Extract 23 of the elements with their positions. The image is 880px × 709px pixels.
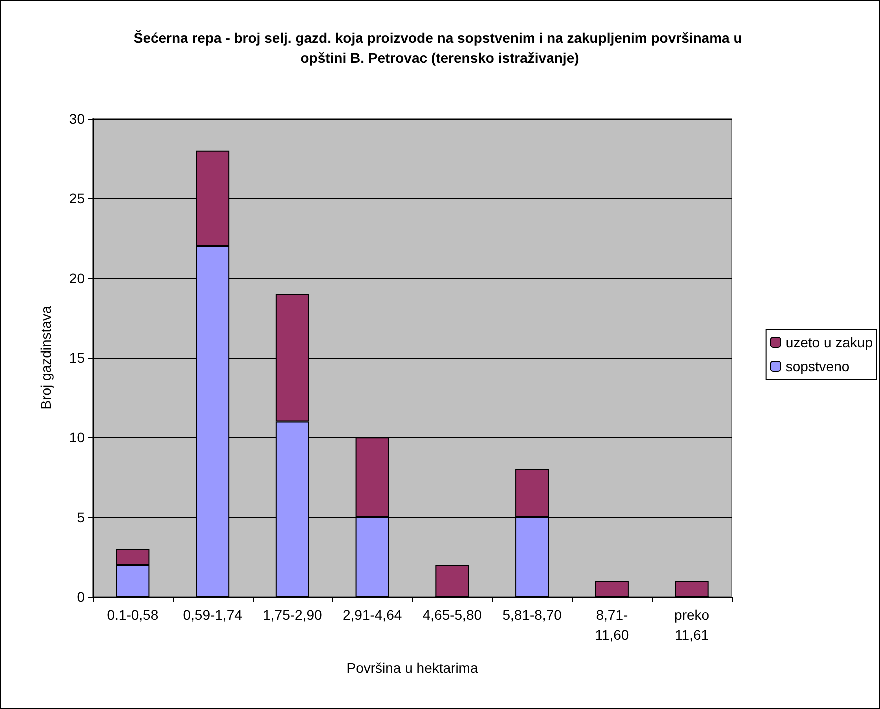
y-axis-title: Broj gazdinstava — [38, 306, 54, 410]
x-axis-title: Površina u hektarima — [346, 660, 478, 676]
chart-title: Šećerna repa - broj selj. gazd. koja proizvode na sopstvenim i na zakupljenim površinama u opštini B. Petrovac (terensko istraživanje) — [134, 30, 746, 66]
x-tick-label: preko 11,61 — [674, 607, 710, 643]
legend-label: sopstveno — [786, 358, 850, 374]
x-tick-label: 0.1-0,58 — [107, 607, 159, 623]
y-tick-label: 15 — [69, 350, 86, 366]
x-tick-label: 0,59-1,74 — [183, 607, 243, 623]
y-tick-label: 10 — [69, 430, 86, 446]
x-tick-label: 8,71- 11,60 — [595, 607, 630, 643]
bar — [595, 581, 629, 597]
y-tick-label: 30 — [69, 111, 86, 127]
x-tick-label: 2,91-4,64 — [342, 607, 402, 623]
bar — [436, 565, 470, 597]
bar — [675, 581, 709, 597]
y-tick-label: 0 — [77, 589, 86, 605]
legend-label: uzeto u zakup — [786, 334, 874, 350]
x-tick-label: 5,81-8,70 — [502, 607, 562, 623]
y-tick-label: 5 — [77, 509, 86, 526]
x-tick-label: 4,65-5,80 — [422, 607, 482, 623]
x-tick-label: 1,75-2,90 — [263, 607, 322, 623]
y-tick-label: 25 — [69, 190, 86, 207]
y-tick-label: 20 — [69, 270, 86, 286]
